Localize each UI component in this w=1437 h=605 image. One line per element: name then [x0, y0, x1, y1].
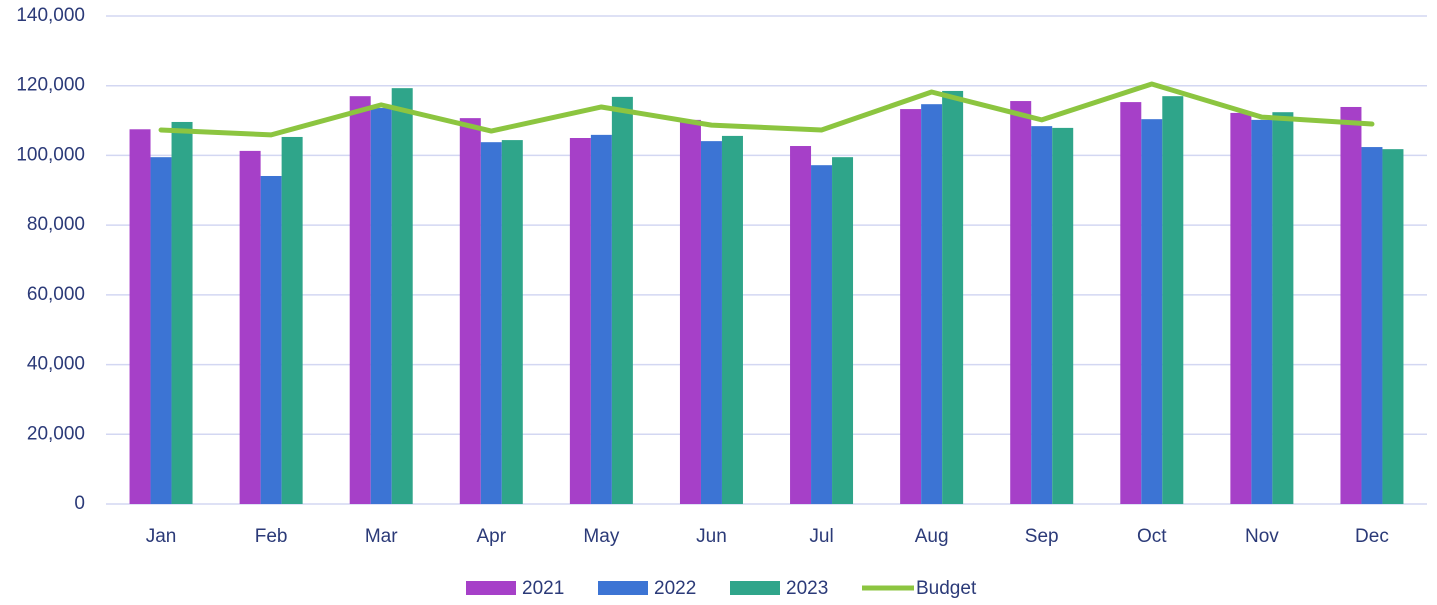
- x-tick-label: Dec: [1355, 526, 1389, 547]
- bar: [1052, 127, 1074, 505]
- bar: [1031, 126, 1053, 505]
- bar: [942, 90, 964, 504]
- y-tick-label: 0: [74, 493, 85, 514]
- legend-label: 2021: [522, 578, 564, 599]
- bar: [811, 165, 833, 504]
- y-tick-label: 60,000: [27, 284, 85, 305]
- y-tick-label: 80,000: [27, 214, 85, 235]
- legend-item: 2021: [466, 578, 564, 599]
- bar: [1141, 119, 1163, 505]
- bar: [1382, 149, 1404, 504]
- bar: [1272, 112, 1294, 504]
- bar: [260, 175, 282, 504]
- legend-label: Budget: [916, 578, 977, 599]
- bar: [370, 108, 392, 504]
- bar: [459, 118, 481, 504]
- bar: [129, 129, 151, 505]
- bar: [1340, 106, 1362, 504]
- bar: [611, 96, 633, 505]
- x-tick-label: Nov: [1245, 526, 1279, 547]
- x-tick-label: Sep: [1025, 526, 1059, 547]
- bar: [480, 142, 502, 504]
- bar: [721, 135, 743, 504]
- legend-swatch: [466, 581, 516, 595]
- x-tick-label: Jun: [696, 526, 727, 547]
- legend-item: 2022: [598, 578, 696, 599]
- bar: [1120, 102, 1142, 505]
- x-tick-label: Jan: [146, 526, 177, 547]
- bar: [679, 119, 701, 505]
- x-tick-label: Apr: [477, 526, 507, 547]
- legend-item: Budget: [862, 578, 977, 599]
- bar: [832, 157, 854, 504]
- y-tick-label: 120,000: [16, 75, 85, 96]
- x-tick-label: Oct: [1137, 526, 1167, 547]
- y-tick-label: 100,000: [16, 144, 85, 165]
- budget-line: [158, 81, 1375, 138]
- bar: [590, 134, 612, 504]
- legend-swatch: [598, 581, 648, 595]
- bar: [790, 146, 812, 504]
- x-tick-label: Feb: [255, 526, 288, 547]
- bar: [391, 88, 413, 504]
- bar: [171, 121, 193, 505]
- y-tick-label: 140,000: [16, 5, 85, 26]
- x-tick-label: Jul: [809, 526, 833, 547]
- bar: [900, 109, 922, 504]
- bar: [921, 104, 943, 504]
- x-tick-label: May: [583, 526, 619, 547]
- y-tick-label: 40,000: [27, 354, 85, 375]
- bar: [150, 157, 172, 504]
- bar: [501, 140, 523, 504]
- bar: [281, 136, 303, 504]
- bar: [1251, 119, 1273, 505]
- bar: [1230, 112, 1252, 504]
- x-tick-label: Mar: [365, 526, 398, 547]
- bar: [239, 150, 261, 504]
- bar: [1361, 147, 1383, 504]
- legend-item: 2023: [730, 578, 828, 599]
- bar: [1010, 101, 1032, 505]
- bar: [349, 96, 371, 505]
- bar: [700, 141, 722, 504]
- legend-label: 2023: [786, 578, 828, 599]
- bar: [569, 138, 591, 504]
- y-tick-label: 20,000: [27, 423, 85, 444]
- legend-label: 2022: [654, 578, 696, 599]
- legend-swatch: [730, 581, 780, 595]
- x-tick-label: Aug: [915, 526, 949, 547]
- bar: [1162, 96, 1184, 505]
